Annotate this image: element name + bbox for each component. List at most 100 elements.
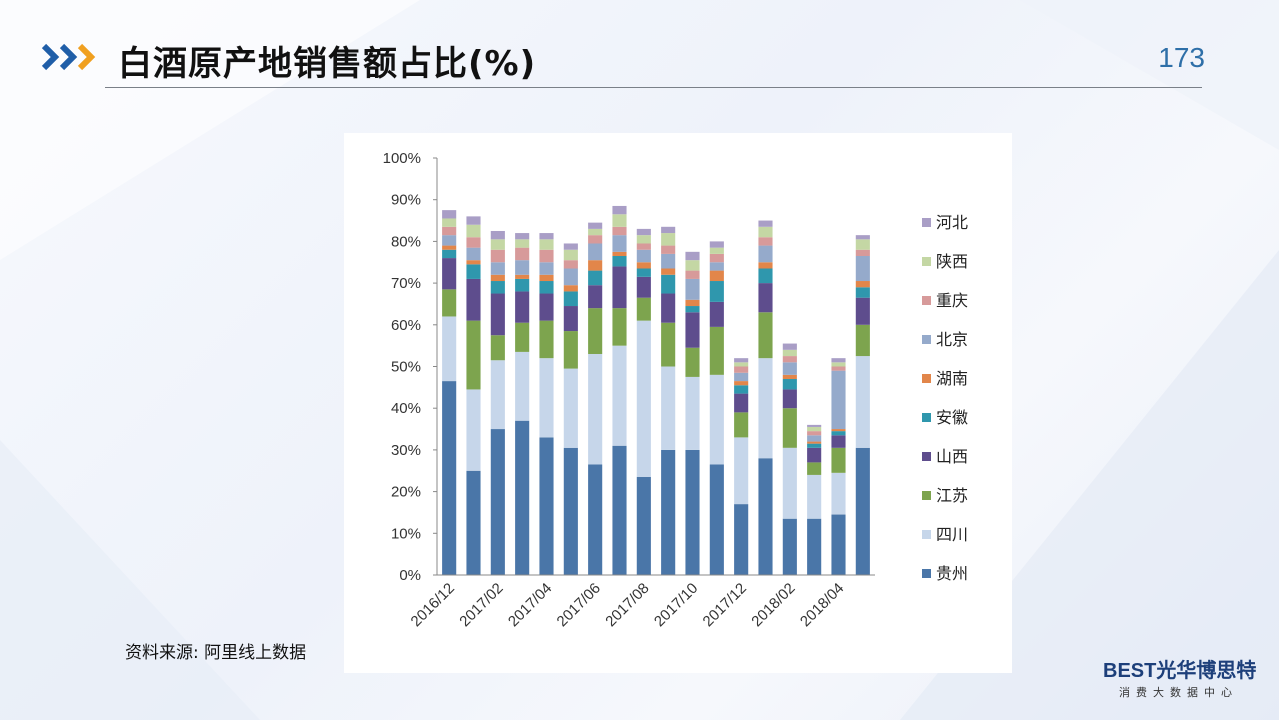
bar-segment [588,243,603,261]
bar-segment [734,412,749,438]
bar-segment [709,247,724,254]
bar-segment [709,281,724,302]
bar-segment [734,362,749,367]
bar-segment [636,243,651,250]
bar-segment [807,462,822,475]
y-tick-label: 90% [391,192,421,209]
bar-segment [782,362,797,375]
bar-segment [466,247,481,261]
bar-segment [466,470,481,575]
bar-segment [758,312,773,359]
bar-segment [515,239,530,248]
bar-segment [612,345,627,446]
bar-segment [563,268,578,286]
bar-segment [831,472,846,515]
bar-segment [758,358,773,459]
bar-segment [636,268,651,277]
bar-segment [588,270,603,286]
legend-swatch [922,296,931,305]
bar-segment [515,274,530,279]
bar-segment [539,233,554,240]
bar-segment [515,322,530,352]
bar-segment [807,426,822,432]
bar-segment [831,435,846,448]
y-tick-label: 60% [391,317,421,334]
bar-segment [855,324,870,357]
bar-segment [490,249,505,263]
bar-segment [490,262,505,275]
legend-label: 安徽 [936,409,968,427]
bar-segment [588,235,603,244]
bar-segment [758,220,773,227]
bar-segment [661,322,676,367]
bar-segment [442,226,457,236]
bar-segment [709,326,724,375]
legend-label: 北京 [936,331,968,349]
legend-swatch [922,218,931,227]
bar-segment [442,316,457,382]
bar-segment [612,226,627,236]
bar-segment [515,260,530,275]
bar-segment [612,214,627,227]
bar-segment [807,518,822,575]
bar-segment [442,381,457,575]
bar-segment [563,306,578,332]
bar-segment [685,306,700,313]
bar-segment [709,301,724,327]
bar-segment [734,385,749,394]
y-tick-label: 0% [399,567,421,584]
x-tick-label: 2016/12 [408,580,458,630]
x-tick-label: 2018/04 [797,580,847,630]
bar-segment [539,274,554,282]
logo-sub-text: 消费大数据中心 [1119,686,1238,699]
bar-segment [758,262,773,269]
bar-segment [612,251,627,256]
bar-segment [539,281,554,294]
stacked-bar-chart: 0% 10% 20% 30% 40% 50% 60% 70% 80% 90% 100% 2016/12… [383,150,968,630]
bar-segment [588,464,603,575]
bar-segment [685,278,700,300]
bar-segment [636,228,651,236]
bar-segment [758,458,773,575]
chevron-arrows-icon [41,43,96,71]
bar-segment [734,437,749,505]
bar-segment [636,249,651,263]
bar-segment [831,362,846,367]
bar-segment [709,270,724,282]
bar-segment [515,278,530,292]
bar-segment [636,297,651,321]
bar-segment [685,270,700,279]
y-tick-label: 70% [391,275,421,292]
bar-segment [661,253,676,269]
bar-segment [807,441,822,444]
slide-header: 白酒原产地销售额占比(%) 173 [40,30,1205,90]
bar-segment [758,237,773,246]
bar-segment [612,205,627,215]
source-note: 资料来源: 阿里线上数据 [125,643,307,663]
bar-segment [588,222,603,229]
bar-segment [612,256,627,267]
bar-segment [636,320,651,478]
x-tick-label: 2017/02 [456,580,506,630]
bar-segment [515,420,530,575]
bar-segment [782,356,797,363]
bar-segment [563,249,578,261]
bar-segment [442,249,457,259]
bar-segment [442,218,457,227]
bar-segment [442,210,457,219]
header-divider [105,87,1202,88]
bar-segment [685,376,700,450]
bar-segment [636,262,651,269]
legend-label: 重庆 [936,292,968,310]
bar-segment [588,228,603,236]
bar-segment [563,243,578,250]
bar-segment [685,347,700,377]
legend-label: 四川 [936,527,968,544]
bar-segment [831,431,846,436]
bar-segment [758,245,773,263]
bar-segment [661,245,676,254]
bar-segment [734,393,749,413]
bar-segment [831,514,846,575]
bar-segment [685,299,700,307]
bar-segment [709,374,724,465]
